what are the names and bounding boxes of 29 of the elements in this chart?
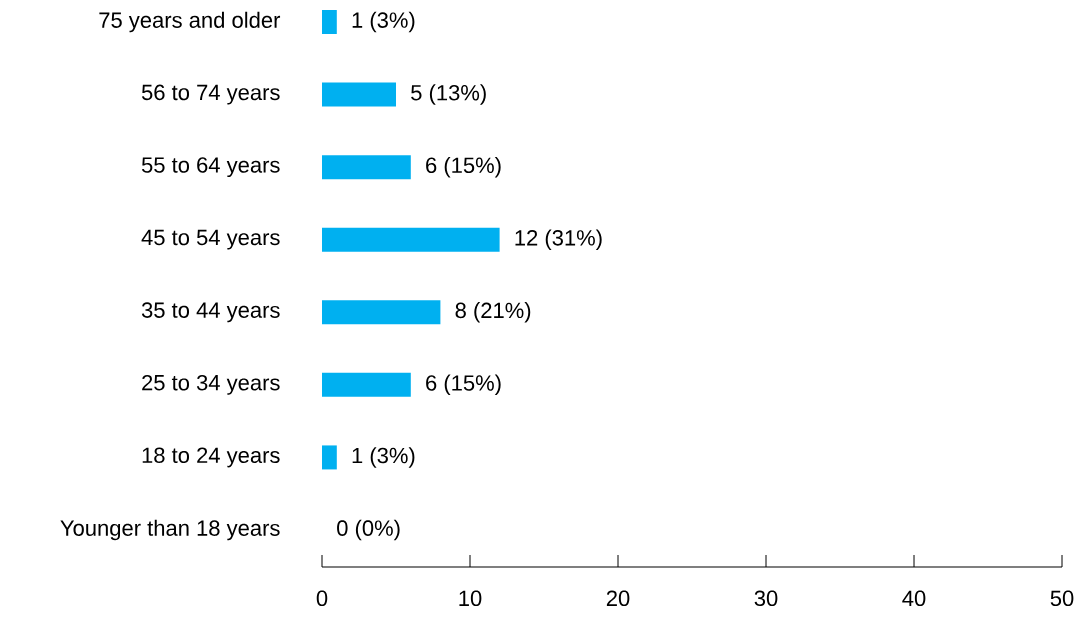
bar: [322, 10, 337, 35]
data-label: 6 (15%): [426, 374, 501, 396]
x-tick-label: 50: [1050, 590, 1074, 607]
y-tick-label: 75 years and older: [99, 11, 281, 33]
x-tick-label: 30: [754, 590, 778, 607]
bar: [322, 155, 411, 180]
data-label: 12 (31%): [515, 229, 602, 250]
bar: [322, 445, 337, 470]
bar: [322, 300, 441, 325]
data-label: 1 (3%): [352, 447, 415, 468]
data-label: 0 (0%): [337, 519, 400, 541]
data-label: 1 (3%): [352, 11, 415, 33]
y-tick-label: 18 to 24 years: [142, 447, 280, 468]
x-tick-label: 40: [902, 590, 926, 607]
y-tick-label: 25 to 34 years: [142, 374, 280, 395]
x-tick-label: 0: [316, 590, 328, 607]
data-label: 5 (13%): [411, 84, 486, 105]
y-tick-label: 35 to 44 years: [141, 302, 280, 323]
data-label: 6 (15%): [426, 156, 501, 178]
x-tick-label: 10: [459, 590, 482, 607]
y-tick-label: 55 to 64 years: [141, 157, 280, 178]
y-tick-label: 45 to 54 years: [141, 229, 280, 250]
bar: [322, 372, 411, 397]
x-tick-label: 20: [606, 590, 630, 607]
data-label: 8 (21%): [455, 302, 531, 323]
bar: [322, 227, 500, 252]
bar: [322, 82, 397, 107]
y-tick-label: 56 to 74 years: [141, 84, 280, 105]
y-tick-label: Younger than 18 years: [60, 519, 280, 541]
